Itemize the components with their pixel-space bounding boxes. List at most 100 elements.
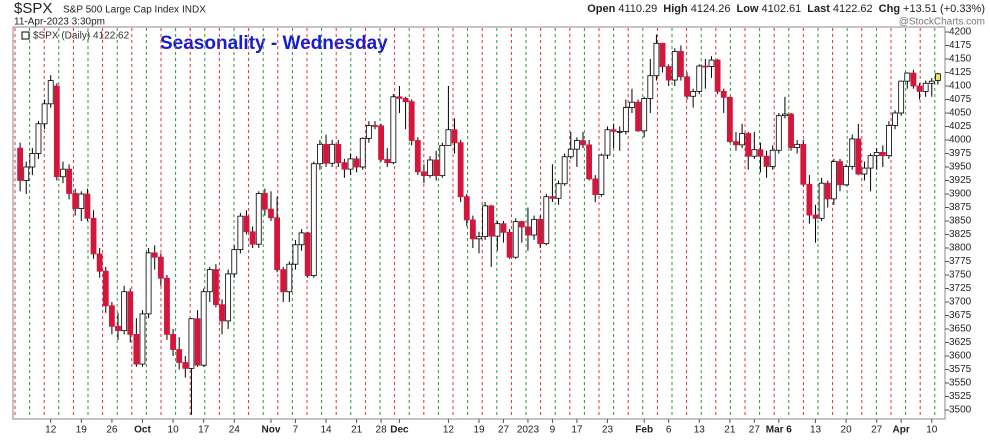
candle-body <box>17 147 24 181</box>
y-tick-label: 3800 <box>949 243 972 254</box>
candle-body <box>280 269 287 293</box>
candle-body <box>806 183 813 216</box>
quote-label: High <box>663 3 688 15</box>
y-tick-label: 3725 <box>949 283 972 294</box>
candle-body <box>78 193 85 209</box>
x-tick-label: 10 <box>926 425 938 436</box>
candle-body <box>555 183 562 199</box>
candle-body <box>414 140 421 173</box>
quote-label: Chg <box>879 3 900 15</box>
candle-body <box>145 252 152 315</box>
y-tick-label: 3650 <box>949 324 972 335</box>
candle-body <box>763 155 770 167</box>
candle-body <box>469 219 476 240</box>
x-tick-label: 17 <box>198 425 210 436</box>
x-tick-label: Nov <box>262 425 281 436</box>
candle-body <box>341 162 348 170</box>
candle-body <box>635 101 641 132</box>
credit: @StockCharts.com <box>899 17 985 28</box>
candle-body <box>506 231 513 258</box>
quote-value: +13.51 (+0.33%) <box>903 3 985 15</box>
candle-body <box>873 152 880 157</box>
candle-body <box>708 59 715 67</box>
x-tick-label: 24 <box>229 425 241 436</box>
candle-body <box>268 208 274 219</box>
candle-body <box>867 155 874 169</box>
candle-body <box>537 218 544 245</box>
candle-body <box>249 231 256 245</box>
candle-body <box>616 130 623 133</box>
candle-body <box>359 137 366 168</box>
y-tick-label: 3750 <box>949 270 972 281</box>
y-tick-label: 4100 <box>949 81 972 92</box>
candle-body <box>378 125 385 160</box>
x-tick-label: Feb <box>635 425 653 436</box>
candle-body <box>892 112 898 126</box>
candle-body <box>818 182 825 219</box>
candle-body <box>35 123 42 154</box>
candle-body <box>488 205 495 237</box>
candle-body <box>298 232 305 246</box>
y-tick-label: 4025 <box>949 121 972 132</box>
candle-body <box>720 91 727 98</box>
candle-body <box>60 168 66 178</box>
index-name: S&P 500 Large Cap Index <box>63 5 179 16</box>
candle-body <box>518 221 525 228</box>
x-tick-label: Apr <box>893 425 910 436</box>
candle-body <box>84 193 91 219</box>
candle-body <box>726 96 733 143</box>
candle-body <box>482 205 489 238</box>
candle-body <box>543 196 550 245</box>
x-tick-label: 13 <box>694 425 706 436</box>
y-tick-label: 3550 <box>949 378 972 389</box>
candle-body <box>41 103 48 125</box>
candle-body <box>739 133 745 146</box>
candle-body <box>879 152 886 157</box>
y-tick-label: 3850 <box>949 216 972 227</box>
quote: Open 4110.29 High 4124.26 Low 4102.61 Last 4122… <box>587 3 985 15</box>
candle-body <box>402 98 409 103</box>
candle-body <box>476 236 482 240</box>
candle-body <box>592 178 599 195</box>
candle-body <box>641 98 648 132</box>
candle-body <box>659 42 666 67</box>
x-tick-label: 6 <box>666 425 672 436</box>
candle-body <box>494 223 501 237</box>
candle-body <box>213 269 219 306</box>
candle-body <box>598 154 605 195</box>
candle-body <box>586 144 593 180</box>
candle-body <box>573 140 580 150</box>
candle-body <box>757 149 764 157</box>
y-tick-label: 3775 <box>949 256 972 267</box>
timestamp: 11-Apr-2023 3:30pm <box>14 17 105 28</box>
x-tick-label: Oct <box>134 425 151 436</box>
x-tick-label: 17 <box>571 425 583 436</box>
x-tick-label: 21 <box>351 425 363 436</box>
quote-value: 4122.62 <box>833 3 873 15</box>
x-tick-label: 19 <box>76 425 88 436</box>
plot-frame <box>12 26 946 420</box>
candle-body <box>194 318 201 366</box>
y-tick-label: 4075 <box>949 94 972 105</box>
candle-body <box>323 143 329 164</box>
candle-body <box>684 76 690 97</box>
candle-body <box>384 159 391 164</box>
y-tick-label: 4175 <box>949 40 972 51</box>
candle-body <box>304 232 311 276</box>
y-tick-label: 3600 <box>949 351 972 362</box>
y-tick-label: 4125 <box>949 67 972 78</box>
candle-body <box>837 161 843 186</box>
candle-body <box>665 66 672 81</box>
candle-body <box>500 223 507 233</box>
x-tick-label: 21 <box>724 425 736 436</box>
candle-body <box>531 218 537 236</box>
candle-body <box>812 214 819 219</box>
candle-body <box>463 196 470 221</box>
candle-body <box>769 149 776 167</box>
candle-body <box>121 291 128 332</box>
candle-body <box>231 249 238 275</box>
x-tick-label: 9 <box>550 425 556 436</box>
candle-body <box>702 65 709 68</box>
candle-body <box>567 148 574 158</box>
